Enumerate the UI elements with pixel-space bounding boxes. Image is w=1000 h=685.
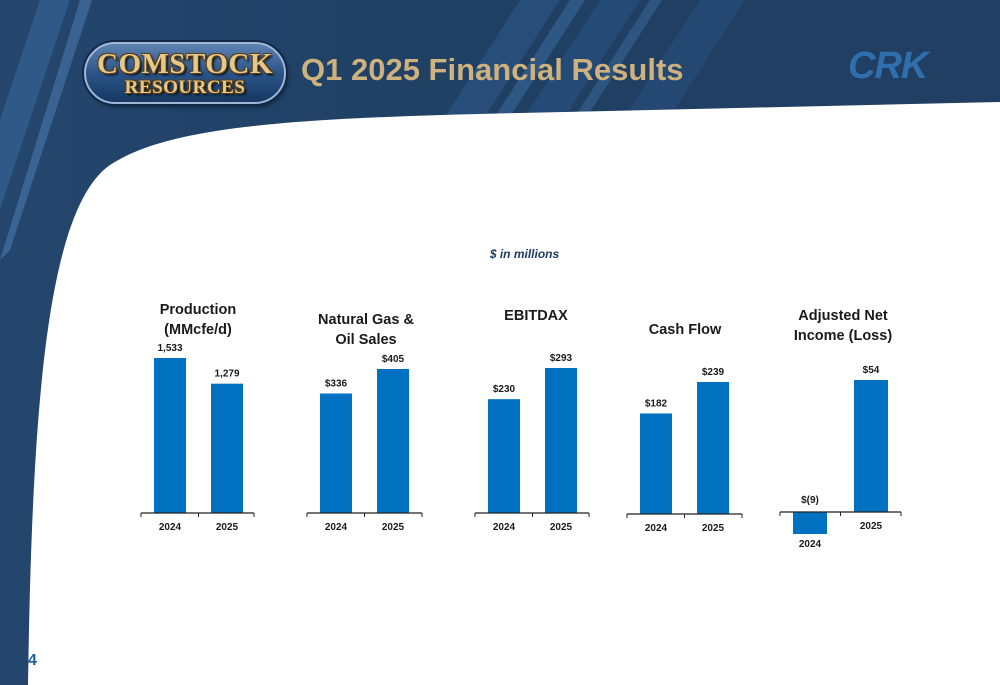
tick-label: 2024 (325, 522, 348, 533)
data-label: $336 (325, 379, 348, 390)
bar-2024 (793, 512, 827, 534)
chart-1: $336 2024 $405 2025 (306, 354, 423, 533)
chart-2: $230 2024 $293 2025 (474, 353, 590, 533)
bar-2025 (697, 382, 729, 514)
data-label: 1,279 (214, 369, 239, 380)
chart-0: 1,533 2024 1,279 2025 (140, 343, 255, 533)
chart-title-sales: Natural Gas & Oil Sales (318, 312, 414, 348)
tick-label: 2025 (382, 522, 405, 533)
data-label: $182 (645, 398, 668, 409)
tick-label: 2025 (550, 522, 573, 533)
bar-2025 (377, 369, 409, 513)
data-label: $230 (493, 384, 516, 395)
data-label: $54 (863, 365, 880, 376)
bar-2024 (488, 399, 520, 513)
data-label: 1,533 (157, 343, 182, 354)
logo-text-resources: RESOURCES (124, 77, 246, 98)
tick-label: 2025 (216, 522, 239, 533)
chart-title-production: Production (MMcfe/d) (159, 302, 237, 338)
bar-2024 (320, 393, 352, 513)
ticker-logo: CRK (848, 45, 928, 87)
bar-2024 (640, 413, 672, 514)
data-label: $239 (702, 367, 725, 378)
units-note: $ in millions (489, 247, 560, 261)
chart-title-adjusted-net-income: Adjusted Net Income (Loss) (793, 308, 893, 344)
tick-label: 2025 (702, 523, 725, 534)
chart-3: $182 2024 $239 2025 (626, 367, 743, 534)
bar-2024 (154, 358, 186, 513)
comstock-logo: COMSTOCK RESOURCES (84, 42, 286, 104)
tick-label: 2024 (645, 523, 668, 534)
chart-title-cash-flow: Cash Flow (648, 322, 722, 338)
data-label: $293 (550, 353, 573, 364)
tick-label: 2024 (799, 539, 822, 550)
slide-title: Q1 2025 Financial Results (301, 52, 684, 87)
tick-label: 2024 (159, 522, 182, 533)
tick-label: 2025 (860, 521, 883, 532)
logo-text-comstock: COMSTOCK (97, 48, 273, 80)
bar-2025 (211, 383, 243, 513)
page-number: 4 (28, 652, 37, 669)
diagonal-stripes (0, 0, 745, 260)
data-label: $(9) (801, 495, 819, 506)
bar-2025 (545, 368, 577, 513)
chart-title-ebitdax: EBITDAX (504, 308, 568, 324)
tick-label: 2024 (493, 522, 516, 533)
content-panel (28, 102, 1000, 685)
data-label: $405 (382, 354, 405, 365)
chart-4: $(9) 2024 $54 2025 (779, 365, 902, 550)
bar-2025 (854, 380, 888, 512)
